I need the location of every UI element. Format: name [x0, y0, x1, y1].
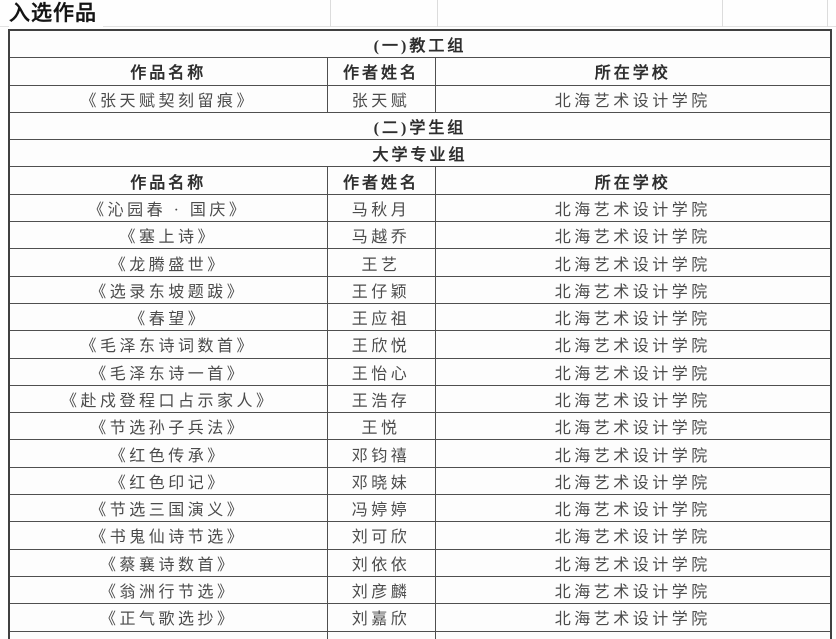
data-row: 《节选三国演义》 冯婷婷 北海艺术设计学院	[8, 494, 832, 523]
data-row: 《红色印记》 邓晓妹 北海艺术设计学院	[8, 466, 832, 496]
cell-author[interactable]: 刘依依	[326, 548, 436, 577]
cell-work-title[interactable]: 《塞上诗》	[8, 221, 328, 250]
cell-author[interactable]: 马越乔	[326, 221, 436, 250]
cell-school[interactable]: 北海艺术设计学院	[434, 248, 832, 277]
col-header-row: 作品名称 作者姓名 所在学校	[8, 57, 832, 86]
cell-school[interactable]: 北海艺术设计学院	[434, 466, 832, 496]
data-row: 《红色传承》 邓钧禧 北海艺术设计学院	[8, 439, 832, 468]
cell-author[interactable]: 刘嘉欣	[326, 603, 436, 632]
data-row: 《节选孙子兵法》 王悦 北海艺术设计学院	[8, 412, 832, 441]
cell-school[interactable]: 北海艺术设计学院	[434, 275, 832, 304]
cell-author[interactable]: 王悦	[326, 412, 436, 441]
works-table: (一)教工组 作品名称 作者姓名 所在学校 《张天赋契刻留痕》 张天赋 北海艺术设计学院 (二…	[8, 29, 832, 639]
cell-school[interactable]: 北海艺术设计学院	[434, 521, 832, 550]
cell-work-title[interactable]: 《节选孙子兵法》	[8, 412, 328, 441]
cell-work-title[interactable]: 《蔡襄诗数首》	[8, 548, 328, 577]
cell-author[interactable]: 王艺	[326, 248, 436, 277]
cell-work-title[interactable]: 《红色传承》	[8, 439, 328, 468]
data-row: 《赴戍登程口占示家人》 王浩存 北海艺术设计学院	[8, 384, 832, 414]
cell-work-title[interactable]: 《张天赋契刻留痕》	[8, 84, 328, 113]
section-header-row: (二)学生组	[8, 111, 832, 141]
cell-work-title[interactable]: 《节选三国演义》	[8, 494, 328, 523]
cell-work-title[interactable]: 《书鬼仙诗节选》	[8, 521, 328, 550]
cell-school[interactable]: 北海艺术设计学院	[434, 384, 832, 414]
cell-work-title[interactable]: 《赴戍登程口占示家人》	[8, 384, 328, 414]
cell-author[interactable]: 刘彦麟	[326, 575, 436, 605]
empty-cell[interactable]	[8, 630, 328, 639]
works-table-body: (一)教工组 作品名称 作者姓名 所在学校 《张天赋契刻留痕》 张天赋 北海艺术设计学院 (二…	[8, 29, 832, 639]
data-row: 《书鬼仙诗节选》 刘可欣 北海艺术设计学院	[8, 521, 832, 550]
cell-work-title[interactable]: 《正气歌选抄》	[8, 603, 328, 632]
column-header-cell[interactable]: 作品名称	[8, 57, 328, 86]
empty-cell[interactable]	[434, 630, 832, 639]
cell-author[interactable]: 邓晓妹	[326, 466, 436, 496]
group-header-cell[interactable]: (一)教工组	[8, 29, 832, 59]
sheet-gridline-vertical	[827, 0, 828, 27]
cell-author[interactable]: 张天赋	[326, 84, 436, 113]
cell-work-title[interactable]: 《红色印记》	[8, 466, 328, 496]
cell-school[interactable]: 北海艺术设计学院	[434, 603, 832, 632]
col-header-row: 作品名称 作者姓名 所在学校	[8, 166, 832, 195]
partial-row	[8, 630, 832, 639]
cell-school[interactable]: 北海艺术设计学院	[434, 330, 832, 359]
cell-school[interactable]: 北海艺术设计学院	[434, 575, 832, 605]
cell-author[interactable]: 王浩存	[326, 384, 436, 414]
column-header-cell[interactable]: 作品名称	[8, 166, 328, 195]
data-row: 《塞上诗》 马越乔 北海艺术设计学院	[8, 221, 832, 250]
cell-author[interactable]: 王仔颖	[326, 275, 436, 304]
cell-school[interactable]: 北海艺术设计学院	[434, 494, 832, 523]
data-row: 《张天赋契刻留痕》 张天赋 北海艺术设计学院	[8, 84, 832, 113]
cell-author[interactable]: 冯婷婷	[326, 494, 436, 523]
cell-school[interactable]: 北海艺术设计学院	[434, 302, 832, 332]
cell-work-title[interactable]: 《春望》	[8, 302, 328, 332]
sheet-gridline-vertical	[722, 0, 723, 27]
data-row: 《蔡襄诗数首》 刘依依 北海艺术设计学院	[8, 548, 832, 577]
empty-cell[interactable]	[326, 630, 436, 639]
section-header-row: (一)教工组	[8, 29, 832, 59]
cell-school[interactable]: 北海艺术设计学院	[434, 193, 832, 223]
data-row: 《沁园春 · 国庆》 马秋月 北海艺术设计学院	[8, 193, 832, 223]
cell-author[interactable]: 邓钧禧	[326, 439, 436, 468]
data-row: 《龙腾盛世》 王艺 北海艺术设计学院	[8, 248, 832, 277]
sheet-gridline-vertical	[437, 0, 438, 27]
data-row: 《翁洲行节选》 刘彦麟 北海艺术设计学院	[8, 575, 832, 605]
data-row: 《选录东坡题跋》 王仔颖 北海艺术设计学院	[8, 275, 832, 304]
subgroup-header-row: 大学专业组	[8, 139, 832, 168]
cell-work-title[interactable]: 《毛泽东诗一首》	[8, 357, 328, 386]
cell-school[interactable]: 北海艺术设计学院	[434, 548, 832, 577]
column-header-cell[interactable]: 作者姓名	[326, 166, 436, 195]
data-row: 《毛泽东诗一首》 王怡心 北海艺术设计学院	[8, 357, 832, 386]
cell-author[interactable]: 王怡心	[326, 357, 436, 386]
subgroup-header-cell[interactable]: 大学专业组	[8, 139, 832, 168]
cell-work-title[interactable]: 《沁园春 · 国庆》	[8, 193, 328, 223]
data-row: 《毛泽东诗词数首》 王欣悦 北海艺术设计学院	[8, 330, 832, 359]
data-row: 《春望》 王应祖 北海艺术设计学院	[8, 302, 832, 332]
cell-author[interactable]: 王欣悦	[326, 330, 436, 359]
column-header-cell[interactable]: 所在学校	[434, 166, 832, 195]
cell-school[interactable]: 北海艺术设计学院	[434, 221, 832, 250]
page-title[interactable]: 入选作品	[9, 0, 103, 27]
cell-author[interactable]: 马秋月	[326, 193, 436, 223]
group-header-cell[interactable]: (二)学生组	[8, 111, 832, 141]
cell-school[interactable]: 北海艺术设计学院	[434, 439, 832, 468]
cell-author[interactable]: 刘可欣	[326, 521, 436, 550]
data-row: 《正气歌选抄》 刘嘉欣 北海艺术设计学院	[8, 603, 832, 632]
column-header-cell[interactable]: 所在学校	[434, 57, 832, 86]
cell-school[interactable]: 北海艺术设计学院	[434, 412, 832, 441]
cell-work-title[interactable]: 《龙腾盛世》	[8, 248, 328, 277]
cell-author[interactable]: 王应祖	[326, 302, 436, 332]
sheet-gridline-horizontal	[0, 26, 836, 27]
column-header-cell[interactable]: 作者姓名	[326, 57, 436, 86]
cell-work-title[interactable]: 《选录东坡题跋》	[8, 275, 328, 304]
sheet-gridline-vertical	[330, 0, 331, 27]
cell-work-title[interactable]: 《毛泽东诗词数首》	[8, 330, 328, 359]
cell-school[interactable]: 北海艺术设计学院	[434, 357, 832, 386]
cell-school[interactable]: 北海艺术设计学院	[434, 84, 832, 113]
cell-work-title[interactable]: 《翁洲行节选》	[8, 575, 328, 605]
